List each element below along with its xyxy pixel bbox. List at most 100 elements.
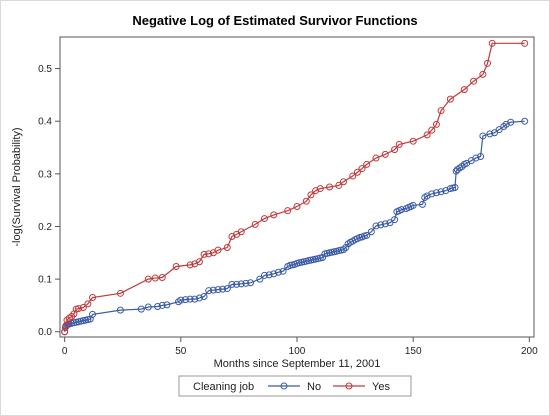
legend-swatch-marker (345, 382, 353, 390)
data-point-no (507, 118, 515, 126)
data-point-yes (63, 316, 71, 324)
data-point-no (367, 228, 375, 236)
data-point-no (428, 190, 436, 198)
data-point-no (181, 296, 189, 304)
legend-item-no: No (268, 381, 321, 393)
y-tick-label: 0.3 (38, 169, 52, 180)
data-point-no (154, 302, 162, 310)
data-point-yes (251, 220, 259, 228)
data-point-yes (84, 300, 92, 308)
data-point-no (381, 220, 389, 228)
data-point-no (242, 279, 250, 287)
x-axis-label: Months since September 11, 2001 (214, 358, 381, 370)
data-point-yes (172, 262, 180, 270)
data-point-no (144, 303, 152, 311)
x-tick-label: 200 (521, 346, 538, 357)
data-point-yes (488, 39, 496, 47)
data-point-yes (316, 185, 324, 193)
data-point-no (418, 200, 426, 208)
data-point-yes (237, 228, 245, 236)
data-point-no (274, 268, 282, 276)
data-point-no (451, 184, 459, 192)
data-point-yes (358, 165, 366, 173)
x-tick-label: 150 (405, 346, 422, 357)
data-point-no (500, 122, 508, 130)
legend: Cleaning job No Yes (178, 375, 412, 397)
data-point-yes (381, 150, 389, 158)
data-point-yes (363, 160, 371, 168)
y-tick-label: 0.0 (38, 327, 52, 338)
x-tick-label: 100 (289, 346, 306, 357)
data-point-no (432, 189, 440, 197)
data-point-no (223, 285, 231, 293)
data-point-no (205, 287, 213, 295)
data-point-no (386, 219, 394, 227)
data-point-no (486, 130, 494, 138)
series-layer (61, 39, 529, 336)
data-point-no (233, 280, 241, 288)
data-point-no (209, 286, 217, 294)
y-tick-label: 0.2 (38, 222, 52, 233)
data-point-no (409, 201, 417, 209)
data-point-yes (432, 120, 440, 128)
data-point-yes (293, 202, 301, 210)
data-point-yes (335, 181, 343, 189)
data-point-no (247, 279, 255, 287)
data-point-no (495, 126, 503, 134)
data-point-no (177, 296, 185, 304)
data-point-no (377, 221, 385, 229)
y-axis: 0.0 0.1 0.2 0.3 0.4 0.5 (38, 64, 60, 338)
data-point-no (342, 244, 350, 252)
data-point-yes (214, 246, 222, 254)
data-point-yes (326, 183, 334, 191)
data-point-no (521, 117, 529, 125)
data-point-yes (446, 95, 454, 103)
data-point-no (472, 154, 480, 162)
data-point-yes (200, 250, 208, 258)
data-point-no (137, 305, 145, 313)
data-point-yes (75, 305, 83, 313)
data-point-yes (284, 207, 292, 215)
data-point-yes (158, 274, 166, 282)
data-point-no (398, 206, 406, 214)
data-point-yes (437, 107, 445, 115)
data-point-yes (423, 131, 431, 139)
data-point-yes (353, 168, 361, 176)
data-point-yes (89, 294, 97, 302)
data-point-no (214, 286, 222, 294)
data-point-no (437, 188, 445, 196)
series-line-yes (64, 42, 525, 332)
data-point-yes (307, 191, 315, 199)
y-tick-label: 0.5 (38, 64, 52, 75)
data-point-yes (391, 146, 399, 154)
data-point-yes (428, 126, 436, 134)
data-point-no (391, 216, 399, 224)
data-point-no (116, 306, 124, 314)
data-point-no (260, 271, 268, 279)
plot-area (59, 36, 535, 338)
legend-label: No (307, 381, 321, 393)
y-axis-label: -log(Survival Probability) (11, 127, 23, 246)
x-tick-label: 0 (62, 346, 68, 357)
data-point-yes (409, 137, 417, 145)
data-point-yes (186, 261, 194, 269)
data-point-yes (479, 70, 487, 78)
data-point-yes (151, 274, 159, 282)
data-point-no (219, 285, 227, 293)
data-point-no (372, 222, 380, 230)
data-point-no (270, 270, 278, 278)
data-point-no (319, 254, 327, 262)
y-tick-label: 0.1 (38, 275, 52, 286)
legend-swatch-marker (280, 382, 288, 390)
series-line-no (64, 120, 525, 332)
series-yes (61, 39, 529, 336)
data-point-no (491, 129, 498, 137)
data-point-yes (349, 172, 357, 180)
data-point-yes (302, 197, 310, 205)
data-point-no (479, 132, 487, 140)
x-tick-label: 50 (175, 346, 187, 357)
data-point-yes (79, 304, 87, 312)
data-point-no (265, 271, 273, 279)
data-point-no (279, 267, 287, 275)
